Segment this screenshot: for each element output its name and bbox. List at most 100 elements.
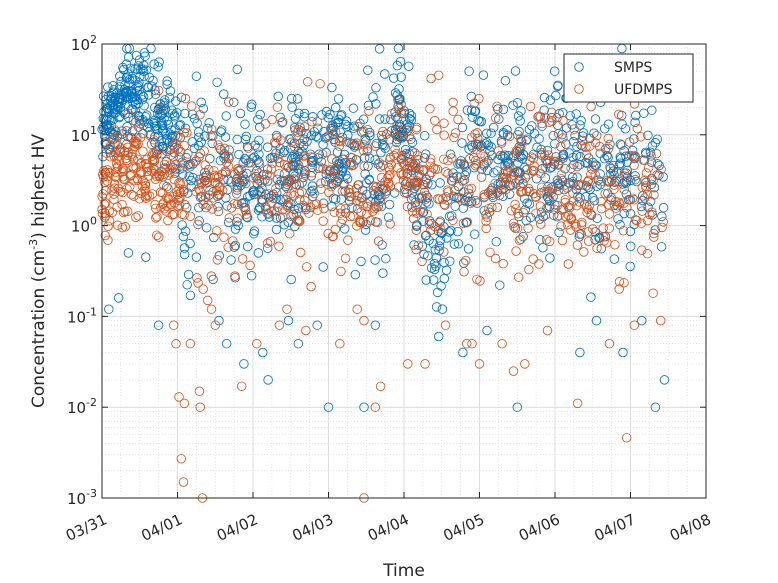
data-point-ufdmps xyxy=(408,168,419,178)
data-point-ufdmps xyxy=(159,159,170,170)
data-point-ufdmps xyxy=(456,172,466,183)
data-point-ufdmps xyxy=(133,211,143,221)
data-point-ufdmps xyxy=(411,244,421,255)
data-point-ufdmps xyxy=(474,359,485,369)
data-point-smps xyxy=(469,153,479,163)
data-point-smps xyxy=(306,186,316,197)
data-point-smps xyxy=(469,229,480,239)
data-point-ufdmps xyxy=(297,187,307,197)
data-point-ufdmps xyxy=(552,112,562,123)
data-point-smps xyxy=(510,223,521,233)
data-point-ufdmps xyxy=(465,153,475,164)
data-point-smps xyxy=(429,258,440,269)
data-point-smps xyxy=(332,156,342,167)
data-point-ufdmps xyxy=(378,126,388,137)
data-point-smps xyxy=(157,108,168,119)
data-point-ufdmps xyxy=(481,223,491,234)
data-point-ufdmps xyxy=(272,206,282,216)
data-point-ufdmps xyxy=(274,169,284,179)
data-point-smps xyxy=(121,87,131,98)
data-point-smps xyxy=(647,141,658,151)
data-point-ufdmps xyxy=(375,381,386,392)
data-point-smps xyxy=(585,184,595,195)
data-point-ufdmps xyxy=(384,134,395,145)
data-point-smps xyxy=(196,137,206,147)
data-point-smps xyxy=(102,103,113,113)
data-point-ufdmps xyxy=(359,315,369,326)
data-point-ufdmps xyxy=(348,211,358,221)
data-point-ufdmps xyxy=(540,210,551,220)
data-point-ufdmps xyxy=(359,161,369,171)
data-point-ufdmps xyxy=(233,163,243,174)
data-point-smps xyxy=(167,140,178,151)
data-point-smps xyxy=(254,149,264,160)
data-point-smps xyxy=(409,240,419,250)
y-tick-base: 10 xyxy=(67,308,86,326)
series-smps xyxy=(97,43,670,412)
data-point-smps xyxy=(618,347,628,358)
data-point-ufdmps xyxy=(579,247,589,257)
data-point-ufdmps xyxy=(141,193,151,204)
data-point-ufdmps xyxy=(523,170,533,180)
data-point-ufdmps xyxy=(638,155,648,165)
data-point-ufdmps xyxy=(353,121,363,132)
data-point-smps xyxy=(182,202,192,213)
data-point-smps xyxy=(185,290,196,301)
data-point-ufdmps xyxy=(509,167,520,178)
data-point-smps xyxy=(645,147,656,157)
data-point-ufdmps xyxy=(284,228,295,239)
data-point-smps xyxy=(104,304,114,314)
data-point-ufdmps xyxy=(637,245,647,255)
data-point-smps xyxy=(229,242,240,252)
data-point-ufdmps xyxy=(618,226,629,236)
data-point-ufdmps xyxy=(178,477,189,487)
data-point-smps xyxy=(551,90,561,101)
data-point-smps xyxy=(110,104,120,114)
data-point-smps xyxy=(458,347,468,358)
data-point-smps xyxy=(143,90,154,100)
data-point-ufdmps xyxy=(326,182,337,192)
data-point-smps xyxy=(335,170,345,180)
data-point-ufdmps xyxy=(150,165,160,175)
data-point-ufdmps xyxy=(103,167,114,178)
data-point-ufdmps xyxy=(605,162,615,172)
data-point-smps xyxy=(177,169,188,179)
data-point-smps xyxy=(576,115,586,126)
data-point-ufdmps xyxy=(563,210,574,221)
data-point-smps xyxy=(581,181,592,191)
y-tick-base: 10 xyxy=(71,36,90,54)
data-point-ufdmps xyxy=(241,209,252,219)
data-point-smps xyxy=(371,196,381,207)
data-point-ufdmps xyxy=(657,222,667,233)
data-point-ufdmps xyxy=(183,149,193,159)
data-point-smps xyxy=(466,197,477,207)
data-point-ufdmps xyxy=(148,135,159,145)
data-point-ufdmps xyxy=(123,108,134,119)
data-point-ufdmps xyxy=(447,176,458,187)
data-point-smps xyxy=(152,124,162,135)
data-point-ufdmps xyxy=(467,338,477,349)
data-point-ufdmps xyxy=(553,185,564,196)
data-point-ufdmps xyxy=(375,196,386,206)
data-point-ufdmps xyxy=(435,224,446,234)
data-point-smps xyxy=(359,402,369,412)
data-point-smps xyxy=(138,115,148,125)
data-point-smps xyxy=(630,171,640,181)
data-point-ufdmps xyxy=(629,320,640,330)
data-point-ufdmps xyxy=(395,125,405,135)
data-point-smps xyxy=(140,51,150,61)
data-point-ufdmps xyxy=(619,184,629,195)
data-point-ufdmps xyxy=(541,155,551,165)
data-point-ufdmps xyxy=(254,176,265,186)
data-point-ufdmps xyxy=(627,193,638,204)
y-tick-exponent: -1 xyxy=(86,305,97,318)
data-point-smps xyxy=(329,134,339,145)
y-tick-label: 102 xyxy=(71,33,97,54)
data-point-smps xyxy=(419,249,429,260)
data-point-smps xyxy=(179,243,190,253)
data-point-ufdmps xyxy=(178,184,189,195)
data-point-ufdmps xyxy=(120,206,130,217)
data-point-smps xyxy=(396,72,406,82)
data-point-smps xyxy=(522,134,532,145)
